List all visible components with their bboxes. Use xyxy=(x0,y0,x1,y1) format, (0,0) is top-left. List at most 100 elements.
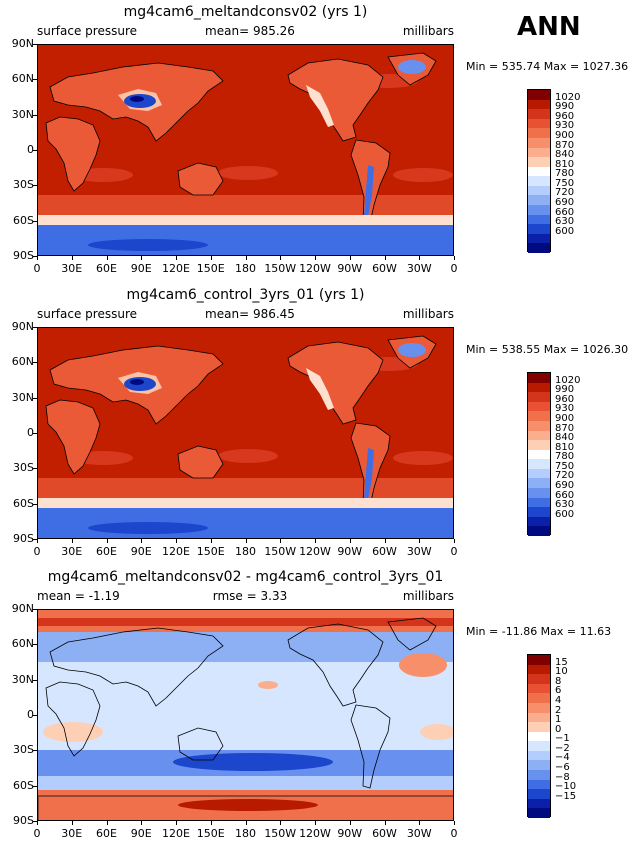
lon-label: 60E xyxy=(96,262,117,275)
map-canvas xyxy=(38,328,453,538)
antarctic-coast xyxy=(38,215,453,225)
colorbar-swatch xyxy=(528,137,550,149)
lat-label: 30S xyxy=(13,178,34,192)
panel-left-label: surface pressure xyxy=(37,24,137,38)
subpolar-band xyxy=(38,776,453,790)
lon-label: 90W xyxy=(337,262,363,275)
panel-left-label: surface pressure xyxy=(37,307,137,321)
colorbar-swatch xyxy=(528,722,550,733)
lon-label: 30E xyxy=(61,545,83,558)
panel-minmax: Min = -11.86 Max = 11.63 xyxy=(466,625,612,638)
land-3 xyxy=(45,399,101,475)
north-negative-band xyxy=(38,632,453,662)
pressure-high-4 xyxy=(393,168,453,182)
lat-tick xyxy=(33,503,37,505)
lat-label: 0 xyxy=(27,426,34,439)
colorbar-swatch xyxy=(528,185,550,196)
lon-tick xyxy=(280,539,282,543)
colorbar-swatch xyxy=(528,224,550,235)
colorbar-label: 600 xyxy=(555,225,575,237)
lon-tick xyxy=(37,821,38,825)
lat-tick xyxy=(33,185,37,187)
lat-tick xyxy=(33,220,37,222)
lat-tick xyxy=(33,715,37,716)
lat-tick xyxy=(33,433,37,434)
lon-label: 120W xyxy=(299,827,331,840)
colorbar-swatch xyxy=(528,90,550,101)
colorbar xyxy=(527,372,551,537)
colorbar-label: 660 xyxy=(555,206,575,218)
south-atl-positive-2 xyxy=(420,724,453,740)
lat-label: 0 xyxy=(27,708,34,721)
colorbar-swatch xyxy=(528,373,550,384)
lat-tick xyxy=(33,750,37,752)
colorbar-label: −4 xyxy=(555,752,570,764)
colorbar-label: 1020 xyxy=(555,91,581,103)
colorbar-swatch xyxy=(528,497,550,508)
colorbar-swatch xyxy=(528,468,550,479)
land-5 xyxy=(177,162,224,196)
colorbar-label: 960 xyxy=(555,110,575,122)
colorbar-swatch xyxy=(528,750,550,761)
lon-tick xyxy=(71,539,73,543)
panel-title: mg4cam6_meltandconsv02 - mg4cam6_control… xyxy=(47,569,444,585)
lat-tick xyxy=(33,79,37,81)
pacific-positive xyxy=(258,681,278,689)
lat-label: 0 xyxy=(27,143,34,156)
colorbar xyxy=(527,89,551,254)
lon-label: 60W xyxy=(372,827,397,840)
colorbar-swatch xyxy=(528,157,550,168)
lat-tick xyxy=(33,362,37,364)
lon-tick xyxy=(384,256,386,260)
south-negative-core xyxy=(173,753,333,771)
southern-low-band xyxy=(38,478,453,498)
lat-label: 30N xyxy=(11,390,34,404)
colorbar-label: 630 xyxy=(555,216,575,228)
lon-label: 120W xyxy=(299,262,331,275)
andes xyxy=(364,165,374,217)
greenland-ice xyxy=(398,343,426,357)
colorbar-swatch xyxy=(528,459,550,470)
colorbar-swatch xyxy=(528,382,550,393)
colorbar-swatch xyxy=(528,411,550,422)
colorbar-label: −15 xyxy=(555,790,577,802)
colorbar-label: 720 xyxy=(555,187,575,199)
lat-label: 60N xyxy=(11,637,34,651)
lat-tick xyxy=(33,679,37,681)
colorbar-label: 870 xyxy=(555,422,575,434)
antarctic-positive-core xyxy=(178,799,318,811)
colorbar-swatch xyxy=(528,430,550,441)
panel-minmax: Min = 535.74 Max = 1027.36 xyxy=(466,60,629,73)
lon-tick xyxy=(454,256,455,260)
colorbar-swatch xyxy=(528,770,550,781)
colorbar-swatch xyxy=(528,760,550,771)
colorbar-swatch xyxy=(528,401,550,412)
panel-right-label: millibars xyxy=(402,589,454,603)
colorbar-label: 660 xyxy=(555,489,575,501)
lat-label: 60S xyxy=(13,213,34,227)
colorbar-label: −10 xyxy=(555,781,577,793)
tibet-core xyxy=(130,379,144,385)
lon-label: 150E xyxy=(196,262,225,275)
colorbar-label: 930 xyxy=(555,403,575,415)
lon-label: 90E xyxy=(130,827,152,840)
colorbar-swatch xyxy=(528,798,550,809)
pressure-high-3 xyxy=(218,166,278,180)
rockies xyxy=(306,85,334,127)
panel-right-label: millibars xyxy=(402,307,454,321)
lon-tick xyxy=(210,821,212,825)
colorbar-label: 870 xyxy=(555,139,575,151)
colorbar-label: −1 xyxy=(555,733,570,745)
lon-tick xyxy=(210,539,212,543)
colorbar-label: 750 xyxy=(555,177,575,189)
lat-label: 90N xyxy=(11,320,34,333)
colorbar-swatch xyxy=(528,147,550,158)
colorbar-swatch xyxy=(528,507,550,518)
colorbar-swatch xyxy=(528,195,550,206)
colorbar-label: 690 xyxy=(555,480,575,492)
map-canvas xyxy=(38,45,453,255)
colorbar-label: 900 xyxy=(555,412,575,424)
south-atl-positive xyxy=(43,722,103,742)
colorbar-swatch xyxy=(528,214,550,225)
colorbar-swatch xyxy=(528,488,550,499)
